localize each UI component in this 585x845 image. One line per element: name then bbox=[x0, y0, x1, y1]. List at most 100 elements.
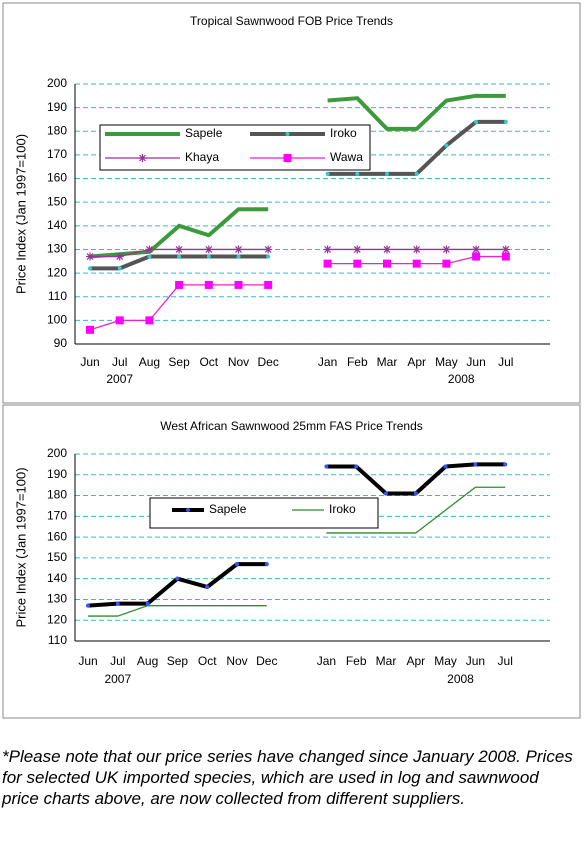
marker bbox=[472, 245, 481, 254]
x-tick-label: Feb bbox=[346, 654, 367, 668]
x-tick-label: Nov bbox=[226, 654, 247, 668]
chart-frame bbox=[2, 2, 581, 404]
marker bbox=[236, 254, 241, 259]
x-tick-label: Apr bbox=[406, 654, 425, 668]
marker bbox=[501, 252, 510, 261]
marker bbox=[235, 562, 239, 567]
y-tick-label: 160 bbox=[47, 171, 67, 185]
marker bbox=[324, 464, 329, 469]
marker bbox=[186, 508, 190, 512]
marker bbox=[285, 132, 290, 136]
marker bbox=[442, 259, 451, 268]
x-tick-label: Jul bbox=[110, 654, 125, 668]
marker bbox=[414, 171, 419, 176]
x-tick-label: May bbox=[434, 654, 457, 668]
x-tick-label: Jun bbox=[466, 654, 485, 668]
marker bbox=[474, 119, 479, 124]
x-tick-label: Sep bbox=[167, 654, 189, 668]
marker bbox=[264, 562, 269, 567]
marker bbox=[264, 245, 273, 254]
marker bbox=[145, 245, 154, 254]
legend-label: Khaya bbox=[185, 150, 219, 164]
x-tick-label: Aug bbox=[139, 355, 160, 369]
marker bbox=[175, 576, 180, 581]
y-tick-label: 130 bbox=[47, 592, 67, 606]
marker bbox=[205, 584, 210, 589]
x-tick-label: Aug bbox=[137, 654, 158, 668]
marker bbox=[413, 491, 418, 496]
x-tick-label: Jul bbox=[498, 355, 513, 369]
legend-label: Iroko bbox=[330, 126, 357, 140]
marker bbox=[204, 280, 213, 289]
y-tick-label: 190 bbox=[47, 467, 67, 481]
marker bbox=[383, 245, 391, 254]
marker bbox=[443, 464, 448, 469]
y-tick-label: 170 bbox=[47, 509, 67, 523]
y-tick-label: 200 bbox=[47, 76, 67, 90]
x-tick-label: Sep bbox=[168, 355, 190, 369]
marker bbox=[323, 259, 332, 268]
x-tick-label: Oct bbox=[199, 355, 218, 369]
marker bbox=[264, 280, 273, 289]
y-tick-label: 200 bbox=[47, 446, 67, 460]
x-tick-label: Mar bbox=[376, 654, 397, 668]
series-line bbox=[88, 486, 506, 617]
marker bbox=[323, 245, 332, 254]
marker bbox=[501, 245, 510, 254]
marker bbox=[473, 462, 478, 467]
marker bbox=[412, 259, 421, 268]
chart-panel: Tropical Sawnwood FOB Price Trends 90 100 1… bbox=[2, 2, 581, 404]
x-tick-label: Jun bbox=[466, 355, 485, 369]
y-tick-label: 180 bbox=[47, 488, 67, 502]
year-label: 2008 bbox=[448, 372, 475, 386]
marker bbox=[175, 245, 184, 254]
marker bbox=[115, 316, 124, 325]
charts: Tropical Sawnwood FOB Price Trends 90 100 1… bbox=[2, 2, 581, 719]
year-label: 2008 bbox=[447, 672, 474, 686]
legend-box bbox=[149, 497, 379, 529]
marker bbox=[503, 119, 508, 124]
marker bbox=[503, 462, 508, 467]
y-tick-label: 150 bbox=[47, 194, 67, 208]
y-axis-label: Price Index (Jan 1997=100) bbox=[13, 134, 28, 294]
marker bbox=[86, 252, 94, 261]
y-tick-label: 180 bbox=[47, 123, 67, 137]
marker bbox=[175, 280, 184, 289]
y-tick-label: 140 bbox=[47, 571, 67, 585]
marker bbox=[355, 171, 360, 176]
x-tick-label: Jan bbox=[317, 654, 336, 668]
marker bbox=[88, 266, 92, 271]
y-tick-label: 170 bbox=[47, 147, 67, 161]
y-tick-label: 160 bbox=[47, 529, 67, 543]
y-tick-label: 130 bbox=[47, 242, 67, 256]
marker bbox=[145, 601, 150, 606]
marker bbox=[385, 171, 389, 176]
y-tick-label: 140 bbox=[47, 218, 67, 232]
y-tick-label: 120 bbox=[47, 265, 67, 279]
marker bbox=[353, 259, 362, 268]
x-tick-label: Dec bbox=[256, 654, 277, 668]
y-tick-label: 90 bbox=[54, 336, 68, 350]
marker bbox=[138, 154, 147, 162]
y-tick-label: 110 bbox=[48, 633, 67, 647]
y-tick-label: 190 bbox=[47, 100, 67, 114]
marker bbox=[204, 245, 213, 254]
x-tick-label: Feb bbox=[347, 355, 368, 369]
year-label: 2007 bbox=[104, 672, 131, 686]
marker bbox=[442, 245, 451, 254]
legend-label: Sapele bbox=[209, 502, 247, 516]
x-tick-label: Oct bbox=[198, 654, 217, 668]
chart-frame bbox=[2, 404, 581, 719]
legend-label: Wawa bbox=[330, 150, 363, 164]
marker bbox=[266, 254, 271, 259]
x-tick-label: Jan bbox=[318, 355, 337, 369]
marker bbox=[234, 280, 243, 289]
marker bbox=[234, 245, 243, 254]
y-axis-label: Price Index (Jan 1997=100) bbox=[13, 467, 28, 627]
marker bbox=[147, 254, 152, 259]
marker bbox=[325, 171, 330, 176]
marker bbox=[115, 601, 120, 606]
marker bbox=[283, 154, 292, 162]
marker bbox=[177, 254, 182, 259]
